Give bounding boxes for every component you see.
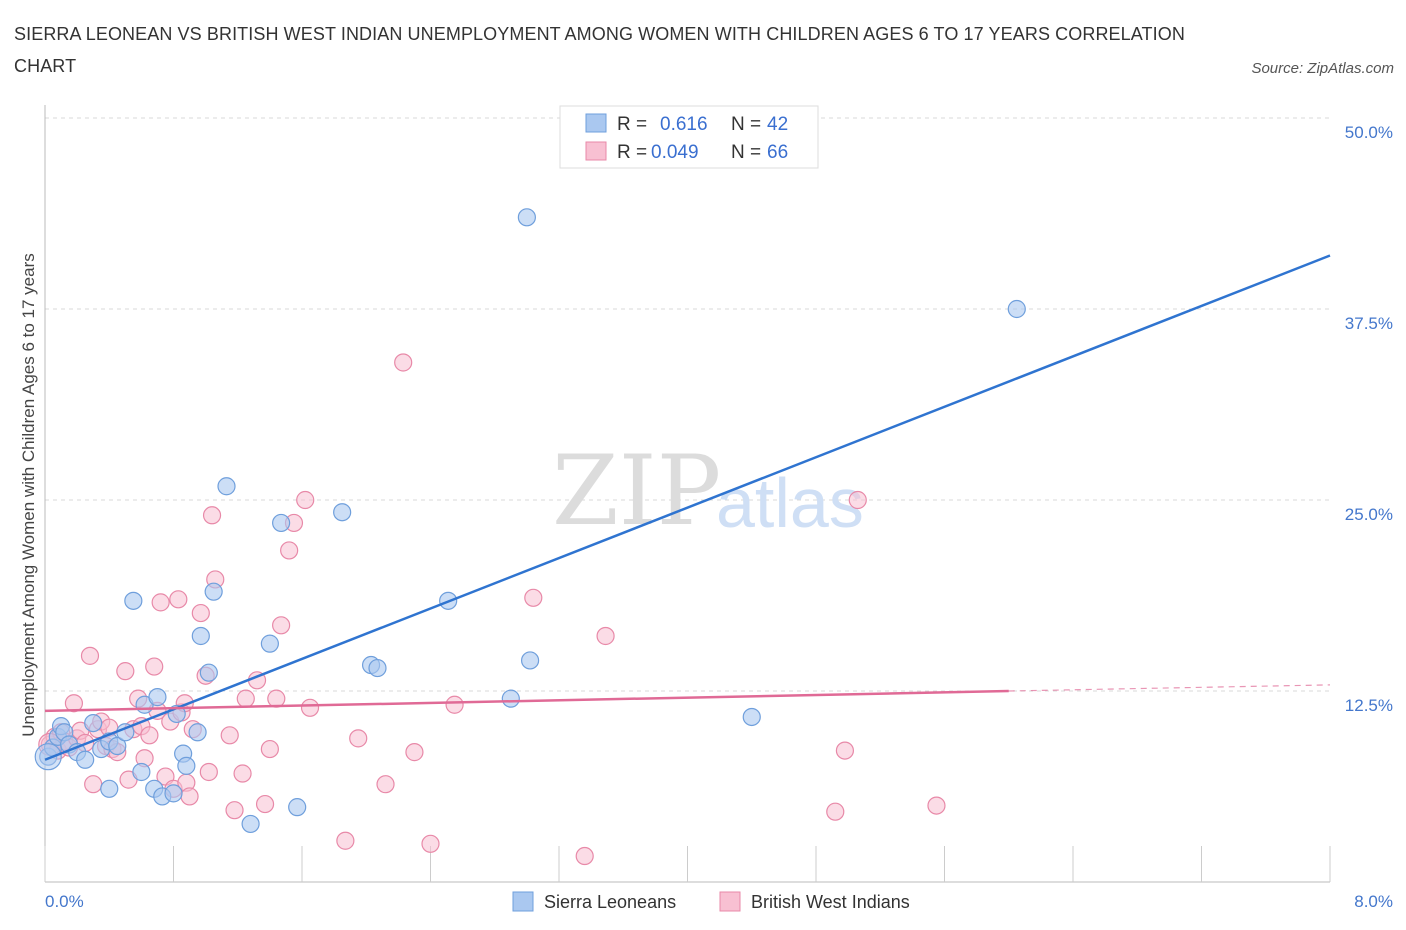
point-sierra-leoneans-8 (84, 713, 103, 733)
point-british-west-indians-63 (575, 846, 594, 866)
point-sierra-leoneans-29 (260, 634, 279, 653)
trend-lines (44, 254, 1331, 761)
point-british-west-indians-18 (116, 662, 135, 681)
point-sierra-leoneans-cluster (34, 743, 62, 771)
legend-n-value-1: 42 (767, 114, 788, 135)
point-british-west-indians-48 (260, 739, 279, 759)
point-sierra-leoneans-17 (148, 688, 167, 707)
point-british-west-indians-44 (233, 764, 252, 783)
point-british-west-indians-27 (151, 593, 170, 612)
point-british-west-indians-24 (140, 726, 159, 745)
legend-r-label-2: R = (617, 142, 647, 163)
x-tick-label-max: 8.0% (1354, 892, 1393, 911)
point-british-west-indians-50 (272, 616, 291, 635)
point-sierra-leoneans-38 (517, 208, 536, 227)
point-british-west-indians-58 (394, 353, 413, 372)
point-british-west-indians-65 (835, 741, 855, 760)
point-british-west-indians-47 (255, 794, 275, 814)
point-british-west-indians-68 (927, 796, 946, 815)
legend-r-label-1: R = (617, 114, 647, 135)
point-sierra-leoneans-11 (108, 736, 127, 756)
point-british-west-indians-60 (421, 834, 440, 853)
point-british-west-indians-64 (596, 626, 615, 646)
bottom-legend: Sierra Leoneans British West Indians (512, 891, 910, 912)
point-sierra-leoneans-26 (204, 582, 223, 601)
trend-line-british-west-indians-extrapolated (1008, 684, 1331, 692)
point-sierra-leoneans-25 (199, 663, 218, 682)
point-british-west-indians-51 (280, 541, 299, 560)
point-british-west-indians-43 (225, 801, 244, 820)
trend-line-sierra-leoneans (44, 254, 1331, 761)
axes (44, 105, 1331, 883)
point-sierra-leoneans-37 (520, 651, 540, 670)
y-tick-label-1: 25.0% (1345, 505, 1393, 524)
point-british-west-indians-31 (169, 590, 188, 609)
legend: R = 0.616 N = 42 R = 0.049 N = 66 (559, 105, 819, 169)
point-sierra-leoneans-22 (177, 756, 196, 775)
point-british-west-indians-56 (349, 729, 368, 748)
point-british-west-indians-25 (145, 657, 164, 676)
x-tick-label-min: 0.0% (45, 892, 84, 911)
legend-r-value-1: 0.616 (660, 114, 708, 135)
legend-swatch-blue (585, 113, 607, 133)
point-british-west-indians-35 (180, 787, 199, 806)
point-sierra-leoneans-31 (288, 798, 307, 817)
point-british-west-indians-61 (445, 695, 464, 714)
y-tick-labels: 12.5% 25.0% 37.5% 50.0% (1345, 123, 1393, 715)
legend-swatch-pink (585, 141, 607, 161)
y-tick-label-3: 50.0% (1345, 123, 1393, 142)
point-sierra-leoneans-24 (191, 626, 210, 646)
chart-title: SIERRA LEONEAN VS BRITISH WEST INDIAN UN… (14, 24, 1185, 76)
point-sierra-leoneans-36 (501, 689, 520, 708)
legend-r-value-2: 0.049 (651, 142, 699, 163)
bottom-legend-swatch-pink (719, 891, 741, 912)
point-british-west-indians-53 (296, 490, 315, 510)
point-british-west-indians-49 (267, 689, 286, 708)
source-label: Source: ZipAtlas.com (1251, 60, 1394, 77)
watermark-zip: ZIP (552, 435, 721, 547)
point-sierra-leoneans-34 (368, 658, 387, 678)
point-sierra-leoneans-14 (132, 762, 151, 782)
point-british-west-indians-54 (300, 698, 320, 717)
legend-n-value-2: 66 (767, 142, 788, 163)
point-sierra-leoneans-7 (76, 750, 95, 769)
y-tick-label-0: 12.5% (1345, 696, 1393, 715)
point-sierra-leoneans-32 (333, 503, 352, 522)
point-sierra-leoneans-27 (217, 477, 236, 496)
point-british-west-indians-40 (202, 506, 222, 525)
point-sierra-leoneans-41 (100, 779, 119, 798)
point-british-west-indians-10 (80, 646, 100, 665)
bottom-legend-swatch-blue (512, 891, 534, 912)
point-british-west-indians-59 (405, 743, 424, 762)
bottom-legend-label-sierra-leoneans: Sierra Leoneans (544, 892, 676, 912)
point-british-west-indians-67 (848, 490, 867, 510)
point-british-west-indians-55 (336, 831, 355, 850)
point-british-west-indians-57 (376, 775, 395, 794)
point-sierra-leoneans-23 (188, 723, 207, 742)
y-axis-label: Unemployment Among Women with Children A… (19, 253, 38, 737)
point-british-west-indians-66 (826, 802, 845, 821)
grid-lines (45, 117, 1330, 692)
bottom-legend-label-british-west-indians: British West Indians (751, 892, 910, 912)
point-british-west-indians-11 (84, 775, 103, 794)
point-british-west-indians-6 (64, 694, 84, 713)
series-sierra-leoneans (34, 208, 1026, 834)
point-british-west-indians-45 (236, 689, 255, 708)
point-sierra-leoneans-19 (164, 784, 183, 803)
trend-line-british-west-indians (44, 689, 1009, 713)
watermark-atlas: atlas (716, 464, 864, 542)
legend-n-label-1: N = (731, 114, 761, 135)
point-sierra-leoneans-39 (742, 707, 761, 727)
point-british-west-indians-39 (199, 762, 218, 782)
point-sierra-leoneans-28 (241, 814, 260, 834)
point-british-west-indians-37 (191, 603, 210, 623)
point-british-west-indians-62 (524, 588, 543, 607)
legend-n-label-2: N = (731, 142, 761, 163)
point-sierra-leoneans-30 (272, 513, 291, 533)
point-british-west-indians-42 (220, 726, 239, 745)
point-sierra-leoneans-13 (124, 591, 143, 610)
y-tick-label-2: 37.5% (1345, 314, 1393, 333)
point-sierra-leoneans-40 (1007, 299, 1026, 319)
